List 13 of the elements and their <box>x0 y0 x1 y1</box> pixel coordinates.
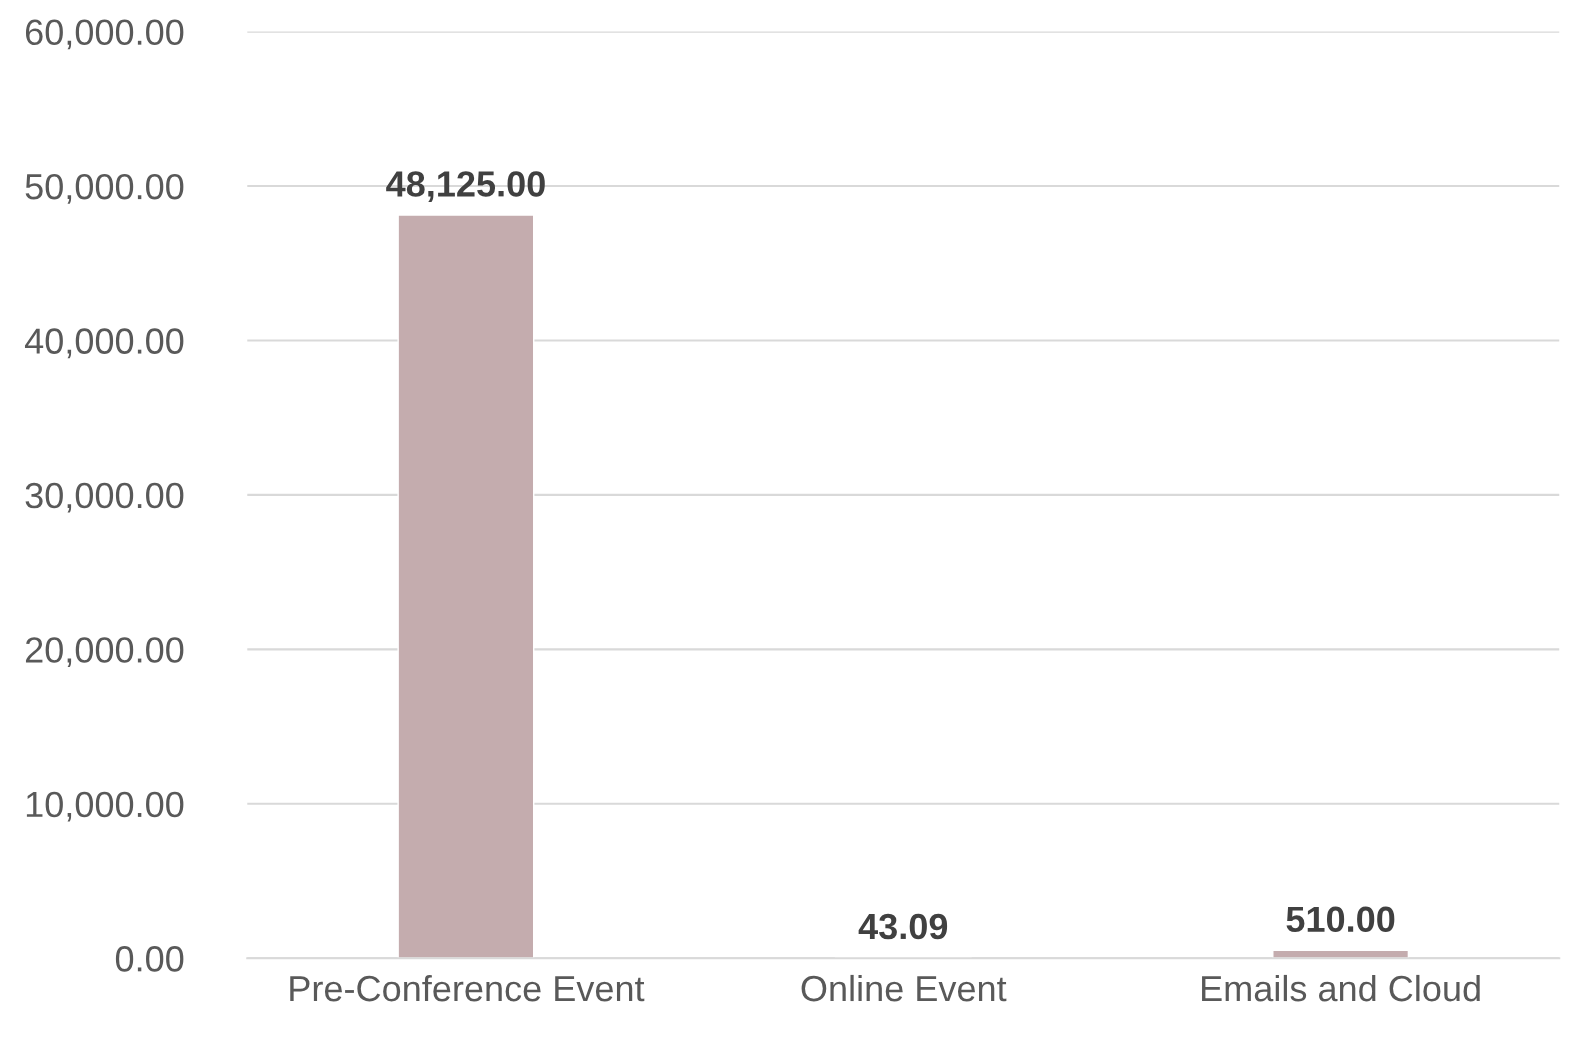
y-tick-label: 30,000.00 <box>25 482 184 513</box>
y-tick-label: 60,000.00 <box>25 19 184 50</box>
y-tick-label: 10,000.00 <box>26 791 184 822</box>
y-tick-label: 50,000.00 <box>25 173 184 204</box>
data-label: 48,125.00 <box>386 171 545 202</box>
x-tick-label: Pre-Conference Event <box>290 974 645 1002</box>
x-tick-label: Online Event <box>801 974 1007 1002</box>
x-tick-label: Emails and Cloud <box>1202 974 1480 1002</box>
data-label: 43.09 <box>858 913 948 940</box>
data-label: 510.00 <box>1286 906 1395 933</box>
y-tick-label: 40,000.00 <box>24 328 184 359</box>
y-tick-label: 0.00 <box>115 946 184 972</box>
y-tick-label: 20,000.00 <box>25 637 184 668</box>
